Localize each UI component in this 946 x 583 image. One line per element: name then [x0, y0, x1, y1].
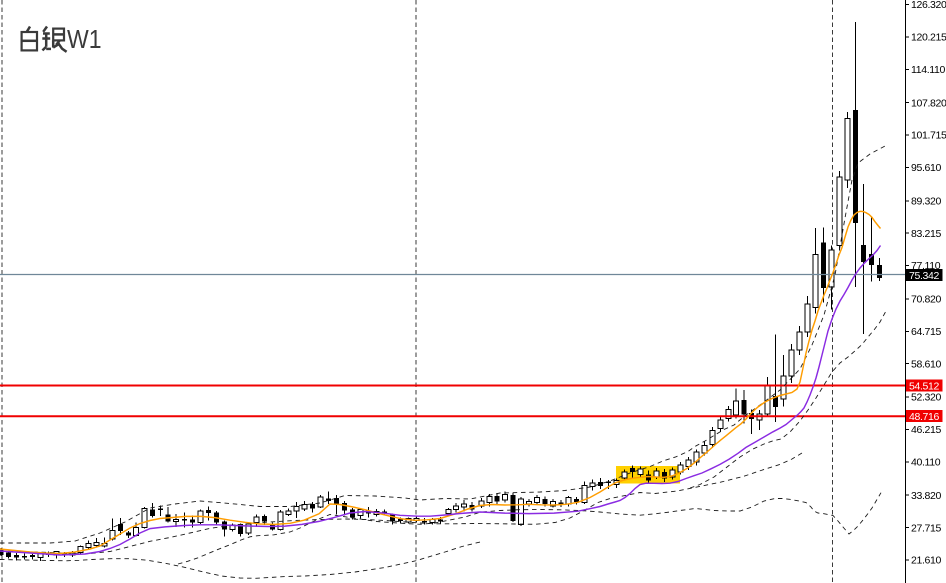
svg-text:27.715: 27.715	[911, 522, 942, 534]
svg-text:89.320: 89.320	[911, 196, 942, 208]
svg-text:48.716: 48.716	[909, 411, 940, 423]
svg-text:33.820: 33.820	[911, 490, 942, 502]
svg-text:70.820: 70.820	[911, 294, 942, 306]
svg-text:126.320: 126.320	[911, 0, 946, 11]
svg-text:52.320: 52.320	[911, 392, 942, 404]
svg-text:21.610: 21.610	[911, 555, 942, 567]
svg-text:58.610: 58.610	[911, 358, 942, 370]
svg-text:75.342: 75.342	[909, 270, 940, 282]
svg-text:95.610: 95.610	[911, 162, 942, 174]
svg-text:64.715: 64.715	[911, 326, 942, 338]
svg-text:54.512: 54.512	[909, 381, 940, 393]
svg-text:46.215: 46.215	[911, 424, 942, 436]
svg-text:114.110: 114.110	[911, 64, 945, 76]
svg-text:W1: W1	[67, 24, 102, 54]
svg-text:107.820: 107.820	[911, 97, 946, 109]
svg-text:83.215: 83.215	[911, 228, 942, 240]
svg-text:101.715: 101.715	[911, 130, 946, 142]
svg-text:40.110: 40.110	[911, 457, 941, 469]
svg-text:120.215: 120.215	[911, 32, 946, 44]
